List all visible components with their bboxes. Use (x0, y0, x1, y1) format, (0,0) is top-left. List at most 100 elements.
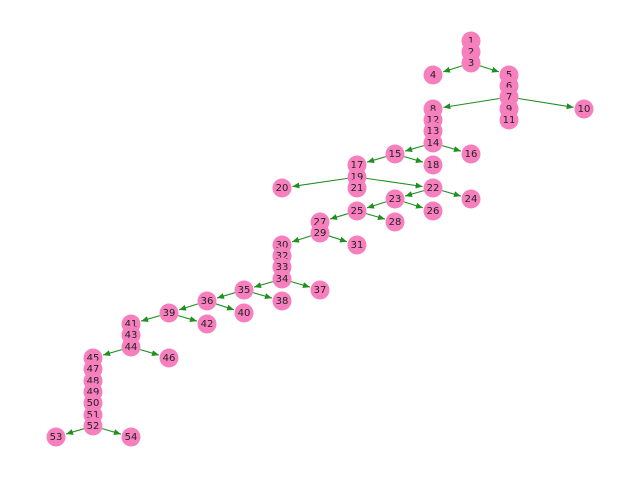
node-label: 38 (276, 296, 289, 307)
node-circle (385, 144, 405, 164)
node-35: 35 (234, 280, 254, 300)
node-circle (272, 269, 292, 289)
node-21: 21 (347, 178, 367, 198)
node-24: 24 (461, 189, 481, 209)
node-label: 40 (238, 308, 251, 319)
edge-34-35 (253, 281, 274, 289)
edge-29-31 (328, 235, 348, 243)
node-label: 7 (506, 92, 512, 103)
node-circle (499, 110, 519, 130)
node-circle (423, 133, 443, 153)
node-label: 5 (506, 70, 512, 81)
node-label: 43 (125, 330, 138, 341)
node-3: 3 (461, 53, 481, 73)
node-label: 2 (468, 47, 474, 58)
node-label: 10 (578, 104, 591, 115)
node-label: 34 (276, 274, 289, 285)
node-label: 42 (201, 319, 214, 330)
node-circle (423, 178, 443, 198)
node-label: 32 (276, 251, 289, 262)
edge-25-28 (365, 213, 386, 221)
node-label: 19 (351, 172, 364, 183)
node-label: 41 (125, 319, 138, 330)
node-label: 17 (351, 160, 364, 171)
node-label: 20 (276, 183, 289, 194)
node-label: 9 (506, 104, 512, 115)
edge-3-5 (479, 65, 500, 73)
node-10: 10 (574, 99, 594, 119)
node-label: 6 (506, 81, 512, 92)
node-circle (83, 416, 103, 436)
node-11: 11 (499, 110, 519, 130)
node-label: 3 (468, 58, 474, 69)
node-circle (347, 201, 367, 221)
edge-34-37 (290, 281, 311, 289)
node-29: 29 (310, 223, 330, 243)
node-label: 29 (314, 228, 327, 239)
node-label: 1 (468, 36, 474, 47)
edge-22-23 (404, 190, 425, 198)
edge-44-45 (102, 349, 123, 357)
edge-36-40 (215, 303, 235, 311)
node-22: 22 (423, 178, 443, 198)
node-label: 14 (427, 138, 440, 149)
node-23: 23 (385, 189, 405, 209)
node-circle (310, 280, 330, 300)
edge-35-36 (216, 292, 236, 299)
edge-15-18 (403, 156, 424, 164)
node-label: 26 (427, 206, 440, 217)
edge-7-8 (443, 97, 500, 110)
edge-19-20 (292, 177, 348, 189)
edge-19-22 (366, 177, 423, 189)
node-circle (159, 303, 179, 323)
node-label: 21 (351, 183, 364, 194)
node-label: 15 (389, 149, 402, 160)
node-14: 14 (423, 133, 443, 153)
edge-22-24 (441, 190, 462, 198)
edge-35-38 (252, 292, 273, 300)
node-label: 47 (87, 364, 100, 375)
node-4: 4 (423, 65, 443, 85)
node-label: 4 (430, 70, 436, 81)
node-40: 40 (234, 303, 254, 323)
node-label: 36 (201, 296, 214, 307)
node-46: 46 (159, 348, 179, 368)
edge-23-26 (403, 201, 424, 209)
node-label: 54 (125, 432, 138, 443)
node-20: 20 (272, 178, 292, 198)
edge-7-10 (518, 97, 574, 110)
edge-14-16 (441, 145, 462, 153)
node-52: 52 (83, 416, 103, 436)
node-circle (461, 144, 481, 164)
node-circle (347, 235, 367, 255)
node-label: 49 (87, 387, 100, 398)
edge-52-53 (65, 428, 85, 435)
node-label: 8 (430, 104, 436, 115)
node-circle (121, 337, 141, 357)
node-circle (347, 178, 367, 198)
node-39: 39 (159, 303, 179, 323)
node-16: 16 (461, 144, 481, 164)
node-circle (121, 427, 141, 447)
node-25: 25 (347, 201, 367, 221)
node-label: 31 (351, 240, 364, 251)
node-28: 28 (385, 212, 405, 232)
edge-3-4 (442, 65, 463, 73)
node-label: 28 (389, 217, 402, 228)
node-circle (272, 178, 292, 198)
node-circle (423, 65, 443, 85)
node-label: 16 (465, 149, 478, 160)
node-circle (461, 53, 481, 73)
node-label: 39 (163, 308, 176, 319)
node-circle (461, 189, 481, 209)
edge-layer (65, 65, 574, 436)
node-label: 13 (427, 126, 440, 137)
node-circle (423, 155, 443, 175)
node-label: 25 (351, 206, 364, 217)
node-54: 54 (121, 427, 141, 447)
edge-39-42 (177, 315, 198, 323)
node-circle (310, 223, 330, 243)
node-label: 53 (50, 432, 63, 443)
